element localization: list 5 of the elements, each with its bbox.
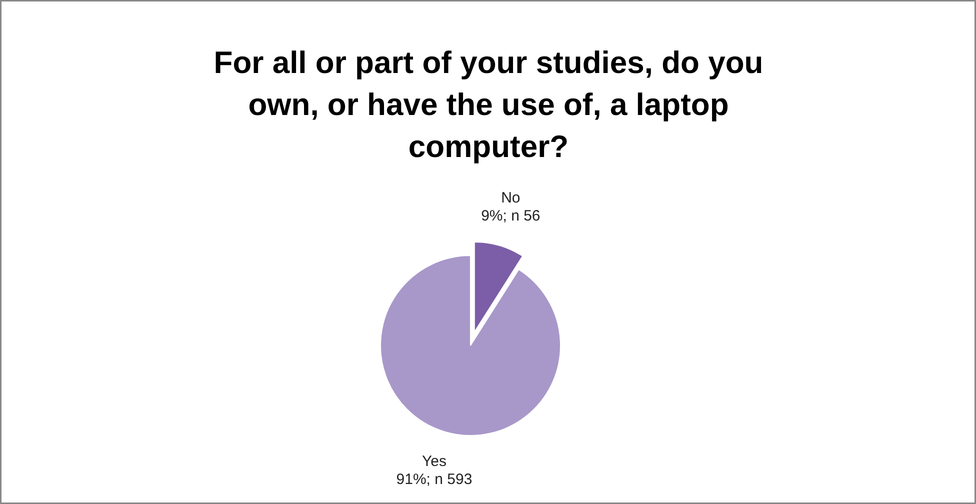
chart-title: For all or part of your studies, do you own, or have the use of, a laptop computer? <box>214 45 764 164</box>
slice-label: No <box>501 190 520 207</box>
slice-label: Yes <box>422 452 446 470</box>
data-label: 91%; n 593 <box>396 470 472 488</box>
data-label: 9%; n 56 <box>481 208 540 225</box>
